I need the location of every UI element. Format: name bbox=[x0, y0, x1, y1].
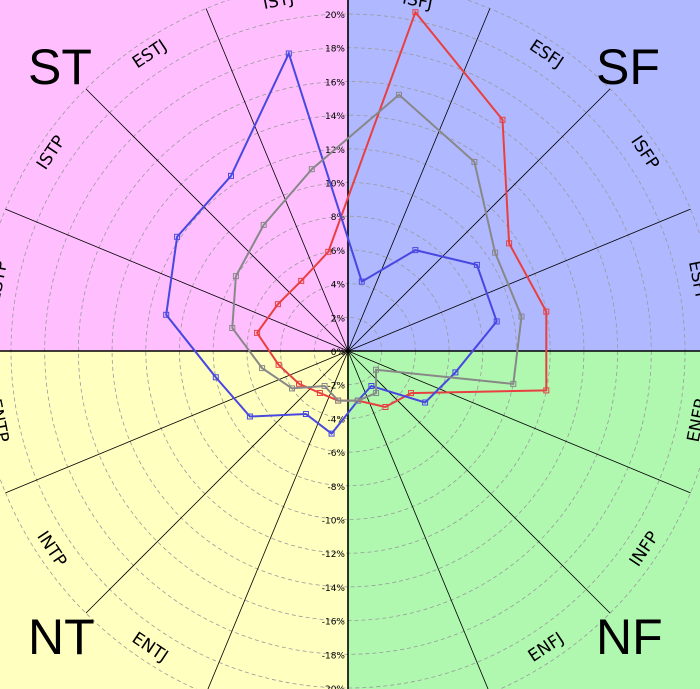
series-point bbox=[275, 361, 282, 368]
series-point bbox=[232, 273, 239, 280]
series-point bbox=[368, 383, 375, 389]
quadrant-label-nf: NF bbox=[596, 609, 663, 665]
quadrant-label-nt: NT bbox=[28, 609, 95, 665]
axis-tick-label: -6% bbox=[327, 449, 345, 459]
axis-tick-label: -20% bbox=[322, 685, 346, 689]
series-point bbox=[228, 172, 234, 179]
series-point bbox=[492, 249, 499, 256]
axis-tick-label: 4% bbox=[331, 281, 346, 291]
series-point bbox=[373, 366, 379, 373]
series-point bbox=[452, 369, 459, 376]
axis-tick-label: 8% bbox=[331, 213, 346, 223]
series-point bbox=[358, 278, 365, 285]
axis-tick-label: 20% bbox=[325, 11, 345, 21]
series-point bbox=[254, 329, 261, 336]
series-point bbox=[493, 318, 500, 325]
series-point bbox=[321, 383, 328, 389]
quadrant-bg-nf bbox=[348, 351, 700, 689]
axis-tick-label: 0% bbox=[331, 348, 346, 358]
spoke-line bbox=[5, 208, 349, 352]
series-point bbox=[354, 397, 361, 404]
series-point bbox=[289, 385, 295, 392]
axis-tick-label: -10% bbox=[322, 517, 346, 527]
series-point bbox=[163, 311, 170, 318]
series-point bbox=[335, 397, 342, 404]
series-point bbox=[229, 325, 236, 331]
series-point bbox=[274, 301, 281, 308]
series-lines bbox=[163, 9, 550, 437]
series-point bbox=[296, 380, 302, 387]
series-point bbox=[506, 240, 513, 247]
quadrant-bg-nt bbox=[0, 351, 348, 689]
series-point bbox=[382, 404, 389, 410]
spoke-line bbox=[85, 88, 349, 352]
series-point bbox=[308, 166, 315, 173]
series-point bbox=[174, 233, 181, 240]
series-point bbox=[471, 158, 478, 165]
spoke-line bbox=[347, 208, 691, 352]
series-point bbox=[543, 308, 550, 315]
axis-tick-label: 12% bbox=[325, 146, 345, 156]
axis-tick-label: 10% bbox=[325, 180, 345, 190]
series-point bbox=[325, 248, 332, 255]
spoke-line bbox=[205, 8, 349, 352]
series-point bbox=[499, 116, 506, 123]
axis-tick-label: 16% bbox=[325, 78, 345, 88]
quadrant-labels: ST SF NT NF bbox=[28, 39, 663, 665]
series-point bbox=[510, 380, 517, 387]
series-point bbox=[473, 261, 480, 268]
series-point bbox=[316, 390, 323, 396]
spoke-line bbox=[347, 350, 489, 689]
series-point bbox=[373, 390, 380, 396]
spoke-line bbox=[347, 350, 691, 494]
spoke-line bbox=[347, 88, 611, 352]
spoke-line bbox=[347, 8, 491, 352]
quadrant-label-sf: SF bbox=[596, 39, 660, 95]
series-point bbox=[285, 50, 292, 57]
spoke-line bbox=[207, 350, 349, 689]
series-point bbox=[412, 247, 419, 254]
axis-tick-label: -18% bbox=[322, 651, 346, 661]
quadrant-label-st: ST bbox=[28, 39, 92, 95]
axis-tick-label: -14% bbox=[322, 584, 346, 594]
series-line bbox=[231, 93, 523, 402]
series-point bbox=[518, 313, 525, 320]
axis-tick-label: -8% bbox=[327, 483, 345, 493]
series-point bbox=[302, 411, 309, 417]
series-point bbox=[212, 374, 219, 381]
series-point bbox=[298, 277, 305, 284]
spoke-line bbox=[347, 350, 611, 614]
series-point bbox=[408, 390, 414, 397]
series-point bbox=[328, 430, 335, 437]
series-point bbox=[412, 9, 419, 16]
series-point bbox=[260, 221, 267, 228]
axis-tick-label: 2% bbox=[331, 314, 346, 324]
series-line bbox=[165, 50, 498, 435]
series-point bbox=[246, 413, 253, 420]
axis-tick-label: -12% bbox=[322, 550, 346, 560]
spoke-line bbox=[85, 350, 349, 614]
series-point bbox=[396, 91, 402, 98]
axis-tick-label: 18% bbox=[325, 45, 345, 55]
axis-tick-label: -4% bbox=[327, 415, 345, 425]
tick-labels: 20% 18% 16% 14% 12% 10% 8% 6% 4% 2% 0% -2% -4% -6% -8%… bbox=[322, 11, 346, 689]
series-point bbox=[422, 399, 429, 406]
axis-tick-label: -2% bbox=[327, 382, 345, 392]
spoke-line bbox=[5, 350, 349, 494]
axis-tick-label: 14% bbox=[325, 112, 345, 122]
series-point bbox=[543, 387, 550, 394]
series-point bbox=[259, 365, 266, 372]
axis-tick-label: -16% bbox=[322, 618, 346, 628]
axis-tick-label: 6% bbox=[331, 247, 346, 257]
